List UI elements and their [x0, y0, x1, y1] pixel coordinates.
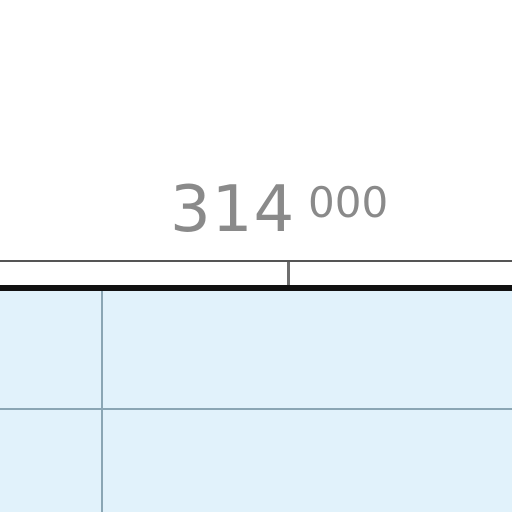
map-frame-inner-line [0, 285, 512, 291]
water-area[interactable] [0, 291, 512, 512]
map-frame-margin [0, 262, 512, 285]
grid-line-vertical [101, 291, 103, 512]
grid-tick-mark [287, 262, 290, 292]
grid-coordinate-minor: 000 [308, 178, 389, 227]
grid-line-horizontal [0, 408, 512, 410]
grid-coordinate-label: 314 000 [170, 178, 388, 242]
grid-coordinate-major: 314 [170, 173, 296, 247]
map-frame-outer-line [0, 260, 512, 262]
